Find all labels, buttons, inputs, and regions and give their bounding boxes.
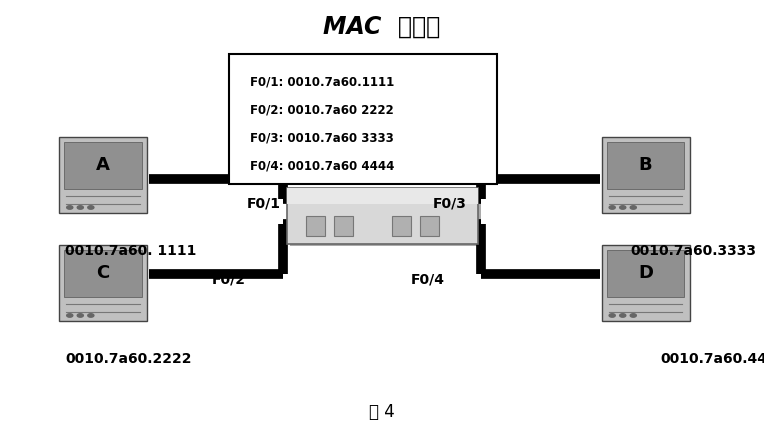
Text: B: B xyxy=(639,156,652,174)
FancyBboxPatch shape xyxy=(602,245,690,321)
FancyBboxPatch shape xyxy=(64,142,142,189)
FancyBboxPatch shape xyxy=(306,216,325,236)
Text: D: D xyxy=(638,264,653,282)
Circle shape xyxy=(66,314,73,317)
Text: F0/1: 0010.7a60.1111: F0/1: 0010.7a60.1111 xyxy=(250,76,394,89)
Text: 0010.7a60.4444: 0010.7a60.4444 xyxy=(661,352,764,366)
Circle shape xyxy=(609,314,615,317)
Circle shape xyxy=(609,206,615,209)
Text: 0010.7a60. 1111: 0010.7a60. 1111 xyxy=(65,244,196,258)
FancyBboxPatch shape xyxy=(64,250,142,297)
FancyBboxPatch shape xyxy=(602,137,690,213)
FancyBboxPatch shape xyxy=(60,245,147,321)
Circle shape xyxy=(630,314,636,317)
FancyBboxPatch shape xyxy=(290,190,481,246)
FancyBboxPatch shape xyxy=(60,137,147,213)
Text: 图 4: 图 4 xyxy=(369,403,395,421)
FancyBboxPatch shape xyxy=(335,216,354,236)
Circle shape xyxy=(77,314,83,317)
Text: A: A xyxy=(96,156,110,174)
Text: F0/3: F0/3 xyxy=(432,197,466,211)
FancyBboxPatch shape xyxy=(607,142,685,189)
Circle shape xyxy=(620,206,626,209)
Text: 0010.7a60.3333: 0010.7a60.3333 xyxy=(630,244,756,258)
Circle shape xyxy=(88,314,94,317)
Text: MAC  地址表: MAC 地址表 xyxy=(323,15,441,39)
Circle shape xyxy=(620,314,626,317)
Text: F0/4: F0/4 xyxy=(411,273,445,287)
FancyBboxPatch shape xyxy=(229,54,497,184)
Circle shape xyxy=(88,206,94,209)
Circle shape xyxy=(630,206,636,209)
Text: F0/4: 0010.7a60 4444: F0/4: 0010.7a60 4444 xyxy=(250,160,394,173)
FancyBboxPatch shape xyxy=(286,188,478,244)
Circle shape xyxy=(77,206,83,209)
FancyBboxPatch shape xyxy=(420,216,439,236)
Text: C: C xyxy=(96,264,110,282)
Text: F0/1: F0/1 xyxy=(247,197,280,211)
FancyBboxPatch shape xyxy=(286,188,478,203)
Text: F0/2: F0/2 xyxy=(212,273,246,287)
Text: F0/2: 0010.7a60 2222: F0/2: 0010.7a60 2222 xyxy=(250,104,393,117)
Text: 0010.7a60.2222: 0010.7a60.2222 xyxy=(65,352,192,366)
Text: F0/3: 0010.7a60 3333: F0/3: 0010.7a60 3333 xyxy=(250,132,393,145)
FancyBboxPatch shape xyxy=(391,216,411,236)
FancyBboxPatch shape xyxy=(607,250,685,297)
Circle shape xyxy=(66,206,73,209)
